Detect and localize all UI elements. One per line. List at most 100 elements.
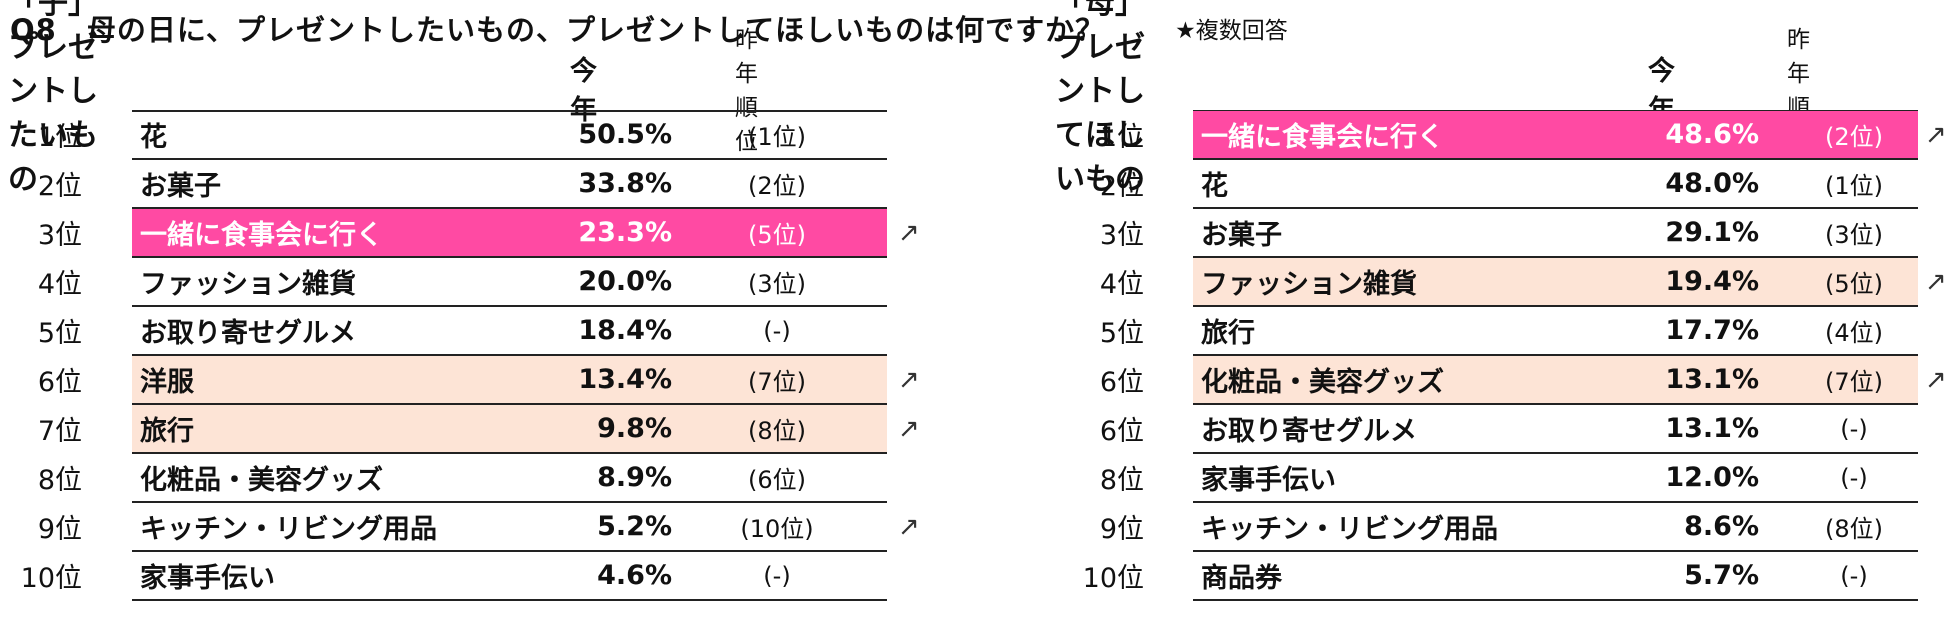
last-year-rank: (-) <box>1840 414 1868 443</box>
item-name: 旅行 <box>140 416 194 447</box>
item-name: 一緒に食事会に行く <box>1201 122 1444 153</box>
table-row: 3位 お菓子 29.1% (3位) <box>1055 208 1945 258</box>
row-rule <box>1193 305 1918 307</box>
item-name: キッチン・リビング用品 <box>1201 514 1498 545</box>
row-band: お菓子 29.1% (3位) <box>1193 209 1918 256</box>
last-year-rank: (2位) <box>748 172 806 200</box>
percentage-value: 13.1% <box>1665 364 1759 395</box>
right-panel-title: 「母」プレゼントしてほしいもの <box>1055 0 1145 197</box>
rank-label: 3位 <box>37 220 82 251</box>
row-band: 洋服 13.4% (7位) <box>132 356 887 403</box>
trend-up-arrow-icon: ↗ <box>898 364 920 395</box>
trend-up-arrow-icon: ↗ <box>1925 364 1947 395</box>
trend-up-arrow-icon: ↗ <box>1925 119 1947 150</box>
row-rule <box>132 207 887 209</box>
rank-label: 4位 <box>1099 269 1144 300</box>
left-panel-title: 「子」プレゼントしたいもの <box>8 0 98 197</box>
percentage-value: 48.6% <box>1665 119 1759 150</box>
table-row: 10位 商品券 5.7% (-) <box>1055 551 1945 601</box>
row-band: 花 48.0% (1位) <box>1193 160 1918 207</box>
rank-label: 7位 <box>37 416 82 447</box>
row-rule <box>1193 452 1918 454</box>
item-name: お取り寄せグルメ <box>140 318 356 349</box>
last-year-rank: (10位) <box>740 515 814 543</box>
item-name: 家事手伝い <box>1201 465 1336 496</box>
item-name: 家事手伝い <box>140 563 275 594</box>
trend-up-arrow-icon: ↗ <box>898 511 920 542</box>
last-year-rank: (3位) <box>1825 221 1883 249</box>
last-year-rank: (7位) <box>1825 368 1883 396</box>
rank-label: 6位 <box>1099 367 1144 398</box>
percentage-value: 9.8% <box>597 413 672 444</box>
rank-label: 6位 <box>37 367 82 398</box>
row-rule <box>132 501 887 503</box>
rank-label: 9位 <box>37 514 82 545</box>
item-name: 一緒に食事会に行く <box>140 220 383 251</box>
row-band: お取り寄せグルメ 18.4% (-) <box>132 307 887 354</box>
left-this-year-header: 今年 <box>570 56 597 126</box>
last-year-rank: (8位) <box>748 417 806 445</box>
row-rule <box>1193 158 1918 160</box>
row-rule <box>132 305 887 307</box>
last-year-rank: (2位) <box>1825 123 1883 151</box>
row-band: 化粧品・美容グッズ 13.1% (7位) <box>1193 356 1918 403</box>
table-row: 4位 ファッション雑貨 20.0% (3位) <box>0 257 950 307</box>
row-band: 花 50.5% (1位) <box>132 111 887 158</box>
row-rule <box>132 158 887 160</box>
row-band: 一緒に食事会に行く 48.6% (2位) <box>1193 111 1918 158</box>
percentage-value: 8.9% <box>597 462 672 493</box>
percentage-value: 19.4% <box>1665 266 1759 297</box>
row-band: 旅行 9.8% (8位) <box>132 405 887 452</box>
row-rule <box>132 354 887 356</box>
last-year-rank: (-) <box>1840 561 1868 590</box>
item-name: お取り寄せグルメ <box>1201 416 1417 447</box>
table-row: 3位 一緒に食事会に行く 23.3% (5位) ↗ <box>0 208 950 258</box>
right-this-year-header: 今年 <box>1648 56 1675 126</box>
percentage-value: 8.6% <box>1684 511 1759 542</box>
table-row: 1位 一緒に食事会に行く 48.6% (2位) ↗ <box>1055 110 1947 160</box>
item-name: 洋服 <box>140 367 194 398</box>
left-header-rule <box>132 110 887 112</box>
rank-label: 2位 <box>1099 171 1144 202</box>
percentage-value: 50.5% <box>578 119 672 150</box>
percentage-value: 20.0% <box>578 266 672 297</box>
row-band: 化粧品・美容グッズ 8.9% (6位) <box>132 454 887 501</box>
percentage-value: 48.0% <box>1665 168 1759 199</box>
item-name: キッチン・リビング用品 <box>140 514 437 545</box>
item-name: 旅行 <box>1201 318 1255 349</box>
rank-label: 5位 <box>37 318 82 349</box>
table-row: 9位 キッチン・リビング用品 5.2% (10位) ↗ <box>0 502 950 552</box>
question-header: Q8 母の日に、プレゼントしたいもの、プレゼントしてほしいものは何ですか？ ★複… <box>10 6 1288 50</box>
table-row: 2位 花 48.0% (1位) <box>1055 159 1945 209</box>
table-row: 1位 花 50.5% (1位) <box>0 110 950 160</box>
percentage-value: 33.8% <box>578 168 672 199</box>
item-name: 花 <box>1201 171 1228 202</box>
item-name: お菓子 <box>1201 220 1282 251</box>
percentage-value: 5.2% <box>597 511 672 542</box>
table-row: 7位 旅行 9.8% (8位) ↗ <box>0 404 950 454</box>
rank-label: 2位 <box>37 171 82 202</box>
last-year-rank: (5位) <box>748 221 806 249</box>
row-rule <box>1193 599 1918 601</box>
last-year-rank: (3位) <box>748 270 806 298</box>
right-last-year-header: 昨年順位 <box>1787 27 1810 155</box>
table-row: 10位 家事手伝い 4.6% (-) <box>0 551 950 601</box>
last-year-rank: (4位) <box>1825 319 1883 347</box>
table-row: 5位 お取り寄せグルメ 18.4% (-) <box>0 306 950 356</box>
right-ranking-rows: 1位 一緒に食事会に行く 48.6% (2位) ↗ 2位 花 48.0% (1位) 3位 お菓子 29… <box>1055 110 1947 601</box>
row-rule <box>1193 354 1918 356</box>
item-name: 花 <box>140 122 167 153</box>
rank-label: 6位 <box>1099 416 1144 447</box>
row-rule <box>132 256 887 258</box>
trend-up-arrow-icon: ↗ <box>898 413 920 444</box>
row-rule <box>132 403 887 405</box>
last-year-rank: (6位) <box>748 466 806 494</box>
rank-label: 3位 <box>1099 220 1144 251</box>
last-year-rank: (7位) <box>748 368 806 396</box>
table-row: 4位 ファッション雑貨 19.4% (5位) ↗ <box>1055 257 1947 307</box>
last-year-rank: (1位) <box>1825 172 1883 200</box>
percentage-value: 12.0% <box>1665 462 1759 493</box>
multiple-answer-note: ★複数回答 <box>1175 18 1288 44</box>
item-name: ファッション雑貨 <box>140 269 356 300</box>
row-rule <box>132 599 887 601</box>
